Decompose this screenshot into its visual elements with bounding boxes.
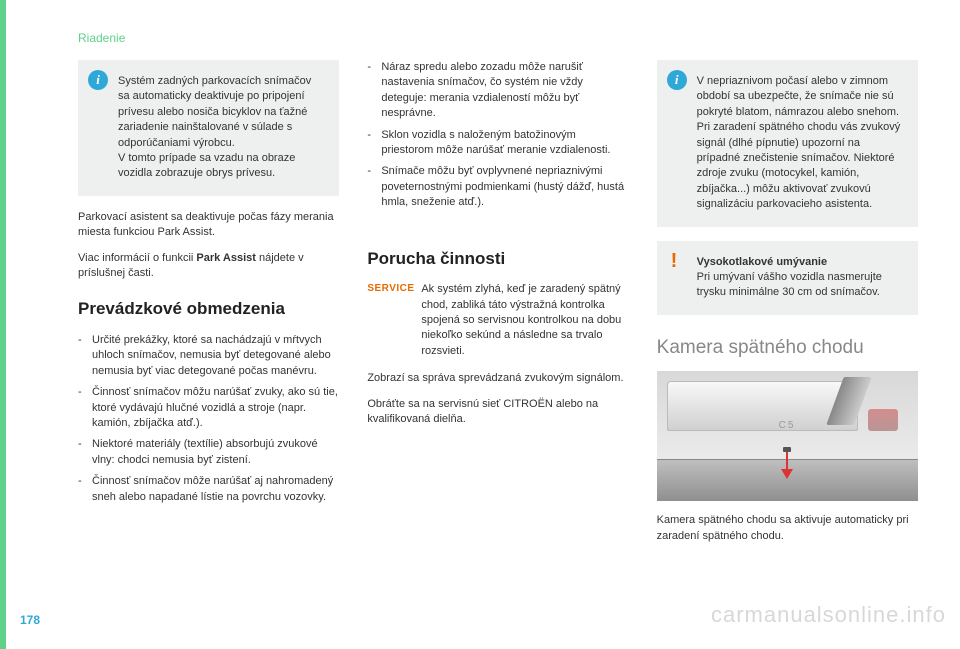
- column-3: i V nepriaznivom počasí alebo v zimnom o…: [657, 60, 918, 554]
- car-taillight-shape: [868, 409, 898, 431]
- warn-box-content: Vysokotlakové umývanie Pri umývaní vášho…: [697, 255, 904, 301]
- side-accent-bar: [0, 0, 6, 649]
- warn-box-washing: ! Vysokotlakové umývanie Pri umývaní váš…: [657, 241, 918, 315]
- para-contact-dealer: Obráťte sa na servisnú sieť CITROËN aleb…: [367, 397, 628, 428]
- column-1: i Systém zadných parkovacích snímačov sa…: [78, 60, 339, 554]
- warn-heading: Vysokotlakové umývanie: [697, 256, 827, 268]
- car-model-badge: C5: [779, 419, 796, 433]
- list-item: Náraz spredu alebo zozadu môže narušiť n…: [367, 60, 628, 122]
- list-continued: Náraz spredu alebo zozadu môže narušiť n…: [367, 60, 628, 211]
- info-icon: i: [667, 70, 687, 90]
- para-message-sound: Zobrazí sa správa sprevádzaná zvukovým s…: [367, 371, 628, 386]
- heading-malfunction: Porucha činnosti: [367, 247, 628, 271]
- info-box-text: V nepriaznivom počasí alebo v zimnom obd…: [697, 74, 904, 213]
- list-item: Činnosť snímačov môže narúšať aj nahroma…: [78, 474, 339, 505]
- heading-operating-limits: Prevádzkové obmedzenia: [78, 297, 339, 321]
- content-columns: i Systém zadných parkovacích snímačov sa…: [78, 60, 918, 554]
- service-text: Ak systém zlyhá, keď je zaradený spätný …: [421, 282, 628, 359]
- list-operating-limits: Určité prekážky, ktoré sa nachádzajú v m…: [78, 333, 339, 505]
- list-item: Činnosť snímačov môžu narúšať zvuky, ako…: [78, 385, 339, 431]
- info-icon: i: [88, 70, 108, 90]
- park-assist-bold: Park Assist: [196, 252, 256, 264]
- watermark: carmanualsonline.info: [711, 600, 946, 631]
- warning-icon: !: [671, 251, 678, 271]
- list-item: Niektoré materiály (textílie) absorbujú …: [78, 437, 339, 468]
- list-item: Sklon vozidla s naloženým batožinovým pr…: [367, 128, 628, 159]
- info-box-weather: i V nepriaznivom počasí alebo v zimnom o…: [657, 60, 918, 227]
- section-header: Riadenie: [78, 30, 125, 47]
- column-2: Náraz spredu alebo zozadu môže narušiť n…: [367, 60, 628, 554]
- list-item: Snímače môžu byť ovplyvnené nepriaznivým…: [367, 164, 628, 210]
- warn-text: Pri umývaní vášho vozidla nasmerujte try…: [697, 271, 882, 298]
- camera-caption: Kamera spätného chodu sa aktivuje automa…: [657, 513, 918, 544]
- camera-arrow-icon: [767, 447, 807, 487]
- service-row: SERVICE Ak systém zlyhá, keď je zaradený…: [367, 282, 628, 359]
- page-number: 178: [20, 612, 40, 629]
- para-park-assist-moreinfo: Viac informácií o funkcii Park Assist ná…: [78, 251, 339, 282]
- list-item: Určité prekážky, ktoré sa nachádzajú v m…: [78, 333, 339, 379]
- info-box-trailer: i Systém zadných parkovacích snímačov sa…: [78, 60, 339, 196]
- heading-reverse-camera: Kamera spätného chodu: [657, 335, 918, 362]
- para-park-assist-deactivate: Parkovací asistent sa deaktivuje počas f…: [78, 210, 339, 241]
- info-box-text: Systém zadných parkovacích snímačov sa a…: [118, 74, 325, 182]
- reverse-camera-illustration: C5: [657, 371, 918, 501]
- service-icon: SERVICE: [367, 282, 411, 359]
